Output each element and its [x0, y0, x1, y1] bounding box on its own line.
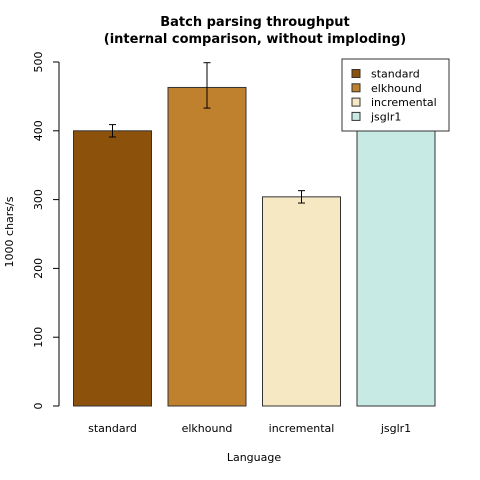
- legend-label-elkhound: elkhound: [371, 82, 422, 95]
- chart-title-line-2: (internal comparison, without imploding): [104, 32, 406, 47]
- bars: [73, 62, 436, 407]
- y-tick-label: 400: [32, 120, 45, 141]
- y-tick-label: 200: [32, 258, 45, 279]
- x-tick-label-standard: standard: [88, 422, 137, 435]
- bar-incremental: [262, 196, 341, 407]
- chart-title-line-1: Batch parsing throughput: [160, 15, 350, 30]
- bar-standard: [73, 130, 152, 407]
- legend-swatch-standard: [351, 69, 361, 78]
- x-tick-label-elkhound: elkhound: [182, 422, 233, 435]
- y-axis: 0 100 200 300 400 500: [32, 52, 60, 410]
- x-tick-label-jsglr1: jsglr1: [380, 422, 411, 435]
- bar-jsglr1: [356, 82, 436, 407]
- legend-label-incremental: incremental: [371, 96, 437, 109]
- legend-label-standard: standard: [371, 68, 420, 81]
- legend-label-jsglr1: jsglr1: [370, 110, 401, 123]
- legend-swatch-jsglr1: [351, 111, 361, 121]
- y-tick-label: 500: [32, 52, 45, 73]
- y-tick-label: 100: [32, 327, 45, 348]
- x-axis-label: Language: [227, 451, 282, 464]
- x-axis-labels: standard elkhound incremental jsglr1: [88, 422, 411, 435]
- y-axis-label: 1000 chars/s: [3, 196, 16, 267]
- y-tick-label: 300: [32, 189, 45, 210]
- x-tick-label-incremental: incremental: [269, 422, 335, 435]
- legend-swatch-elkhound: [351, 83, 361, 93]
- bar-elkhound: [167, 86, 247, 407]
- legend-swatch-incremental: [351, 97, 361, 107]
- y-tick-label: 0: [32, 403, 45, 410]
